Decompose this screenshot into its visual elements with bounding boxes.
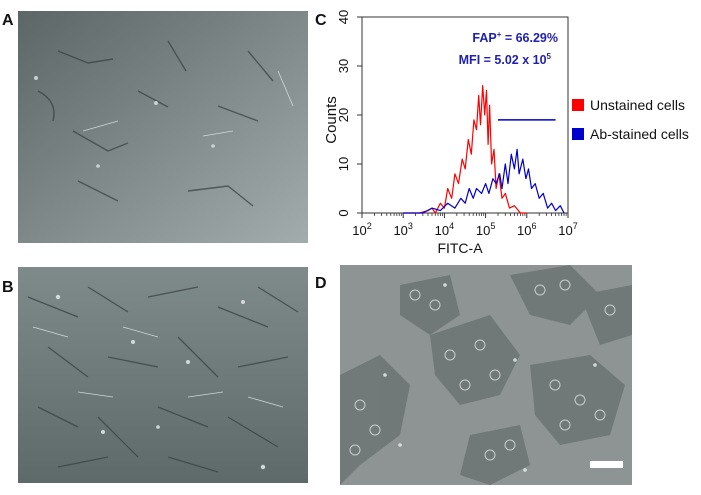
- mfi-annotation: MFI = 5.02 x 105: [459, 52, 552, 67]
- y-axis-title: Counts: [323, 96, 340, 144]
- scale-bar: [590, 461, 623, 468]
- fap-annotation-prefix: FAP: [472, 31, 496, 45]
- legend-item-unstained: Unstained cells: [572, 97, 685, 113]
- panel-label-c: C: [315, 12, 327, 29]
- x-tick-label: 102: [352, 221, 371, 238]
- x-axis-title: FITC-A: [437, 240, 483, 256]
- y-tick-label: 0: [336, 209, 351, 216]
- x-tick-label: 104: [435, 221, 454, 238]
- y-tick-label: 30: [336, 59, 351, 73]
- panel-label-d: D: [315, 275, 327, 292]
- series-line-unstained: [403, 84, 527, 214]
- y-tick-label: 20: [336, 108, 351, 122]
- micrograph-b: [18, 267, 308, 483]
- legend-swatch-stained: [572, 128, 584, 140]
- legend-label-stained: Ab-stained cells: [590, 126, 689, 142]
- y-tick-label: 10: [336, 157, 351, 171]
- panel-label-a: A: [2, 12, 14, 29]
- y-tick-label: 40: [336, 10, 351, 24]
- mfi-annotation-prefix: MFI = 5.02 x 10: [459, 53, 547, 67]
- legend-item-stained: Ab-stained cells: [572, 126, 689, 142]
- legend-label-unstained: Unstained cells: [590, 97, 685, 113]
- fap-annotation: FAP+ = 66.29%: [472, 30, 558, 45]
- micrograph-a: [18, 11, 308, 243]
- micrograph-d: [340, 265, 632, 485]
- fap-annotation-value: = 66.29%: [501, 31, 558, 45]
- legend-swatch-unstained: [572, 99, 584, 111]
- mfi-annotation-sup: 5: [547, 52, 552, 61]
- plot-frame: [361, 16, 569, 214]
- series-line-stained: [403, 148, 565, 214]
- panel-label-b: B: [2, 279, 14, 296]
- x-tick-label: 107: [558, 221, 577, 238]
- x-tick-label: 103: [393, 221, 412, 238]
- x-tick-label: 106: [517, 221, 536, 238]
- flow-histogram-chart: Counts FITC-A FAP+ = 66.29% MFI = 5.02 x…: [323, 10, 578, 256]
- x-tick-label: 105: [476, 221, 495, 238]
- fap-annotation-sup: +: [497, 30, 502, 39]
